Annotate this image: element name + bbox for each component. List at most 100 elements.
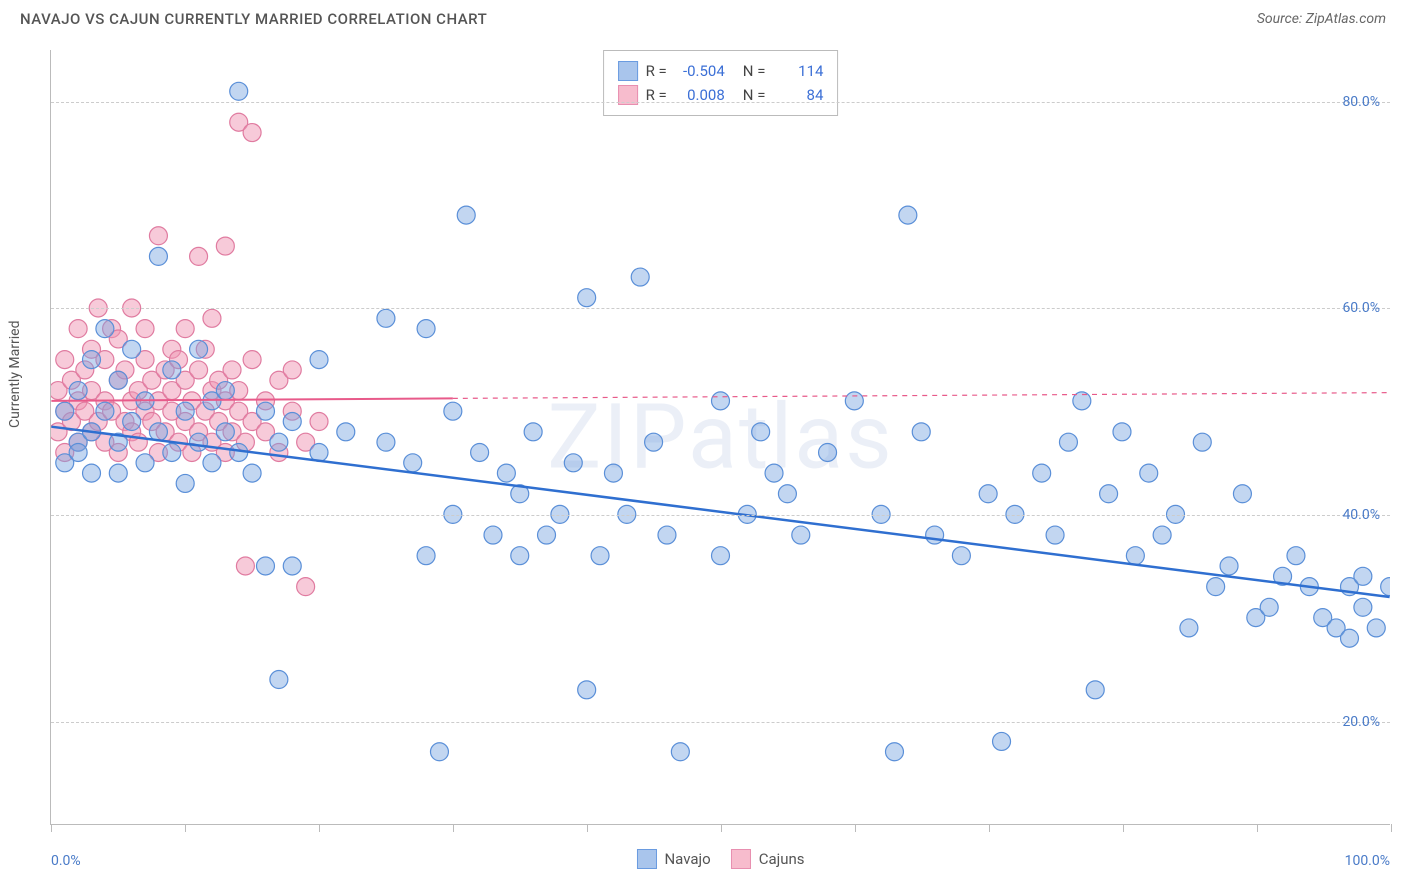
data-point xyxy=(765,464,783,482)
gridline xyxy=(51,308,1390,309)
data-point xyxy=(1287,547,1305,565)
data-point xyxy=(123,413,141,431)
data-point xyxy=(190,361,208,379)
scatter-plot-svg xyxy=(51,50,1390,824)
data-point xyxy=(216,237,234,255)
x-tick-mark xyxy=(1391,824,1392,832)
y-axis-label: Currently Married xyxy=(7,321,23,428)
data-point xyxy=(444,402,462,420)
data-point xyxy=(310,413,328,431)
data-point xyxy=(69,443,87,461)
data-point xyxy=(752,423,770,441)
y-tick-label: 40.0% xyxy=(1342,507,1380,523)
data-point xyxy=(631,268,649,286)
gridline xyxy=(51,515,1390,516)
data-point xyxy=(457,206,475,224)
data-point xyxy=(337,423,355,441)
legend-swatch xyxy=(618,61,638,81)
x-tick-mark xyxy=(721,824,722,832)
data-point xyxy=(1354,567,1372,585)
data-point xyxy=(671,743,689,761)
data-point xyxy=(1126,547,1144,565)
data-point xyxy=(1381,578,1390,596)
data-point xyxy=(56,402,74,420)
data-point xyxy=(270,671,288,689)
data-point xyxy=(645,433,663,451)
data-point xyxy=(511,547,529,565)
data-point xyxy=(658,526,676,544)
data-point xyxy=(712,547,730,565)
data-point xyxy=(163,443,181,461)
x-axis-min-label: 0.0% xyxy=(51,853,81,869)
data-point xyxy=(604,464,622,482)
legend-item: Navajo xyxy=(636,849,710,869)
data-point xyxy=(223,361,241,379)
data-point xyxy=(591,547,609,565)
data-point xyxy=(163,361,181,379)
data-point xyxy=(564,454,582,472)
data-point xyxy=(377,433,395,451)
data-point xyxy=(176,320,194,338)
data-point xyxy=(912,423,930,441)
data-point xyxy=(243,351,261,369)
x-tick-mark xyxy=(855,824,856,832)
data-point xyxy=(1059,433,1077,451)
data-point xyxy=(283,361,301,379)
data-point xyxy=(270,433,288,451)
data-point xyxy=(190,340,208,358)
data-point xyxy=(952,547,970,565)
source-label: Source: ZipAtlas.com xyxy=(1257,11,1386,27)
data-point xyxy=(1193,433,1211,451)
data-point xyxy=(190,433,208,451)
data-point xyxy=(979,485,997,503)
data-point xyxy=(578,681,596,699)
data-point xyxy=(1220,557,1238,575)
data-point xyxy=(1086,681,1104,699)
data-point xyxy=(109,464,127,482)
data-point xyxy=(69,320,87,338)
chart-title: NAVAJO VS CAJUN CURRENTLY MARRIED CORREL… xyxy=(20,10,487,28)
legend-swatch xyxy=(731,849,751,869)
legend-n-label: N = xyxy=(743,62,766,80)
data-point xyxy=(404,454,422,472)
data-point xyxy=(377,309,395,327)
legend-item: Cajuns xyxy=(731,849,805,869)
x-axis-max-label: 100.0% xyxy=(1345,853,1390,869)
data-point xyxy=(83,464,101,482)
data-point xyxy=(484,526,502,544)
data-point xyxy=(819,443,837,461)
correlation-legend: R =-0.504N =114R =0.008N =84 xyxy=(603,50,839,116)
data-point xyxy=(256,402,274,420)
data-point xyxy=(230,82,248,100)
data-point xyxy=(176,474,194,492)
x-tick-mark xyxy=(453,824,454,832)
data-point xyxy=(430,743,448,761)
data-point xyxy=(885,743,903,761)
data-point xyxy=(283,557,301,575)
x-tick-mark xyxy=(319,824,320,832)
data-point xyxy=(149,423,167,441)
data-point xyxy=(149,227,167,245)
data-point xyxy=(243,464,261,482)
data-point xyxy=(96,320,114,338)
data-point xyxy=(524,423,542,441)
data-point xyxy=(176,402,194,420)
data-point xyxy=(149,247,167,265)
data-point xyxy=(792,526,810,544)
data-point xyxy=(256,557,274,575)
data-point xyxy=(1100,485,1118,503)
data-point xyxy=(109,371,127,389)
data-point xyxy=(136,454,154,472)
data-point xyxy=(1153,526,1171,544)
x-tick-mark xyxy=(1257,824,1258,832)
data-point xyxy=(578,289,596,307)
x-tick-mark xyxy=(1123,824,1124,832)
data-point xyxy=(69,382,87,400)
data-point xyxy=(243,124,261,142)
data-point xyxy=(203,309,221,327)
cajuns-regression-extrapolation xyxy=(453,393,1390,399)
legend-r-label: R = xyxy=(646,62,667,80)
legend-row: R =0.008N =84 xyxy=(618,83,824,107)
data-point xyxy=(845,392,863,410)
data-point xyxy=(216,382,234,400)
